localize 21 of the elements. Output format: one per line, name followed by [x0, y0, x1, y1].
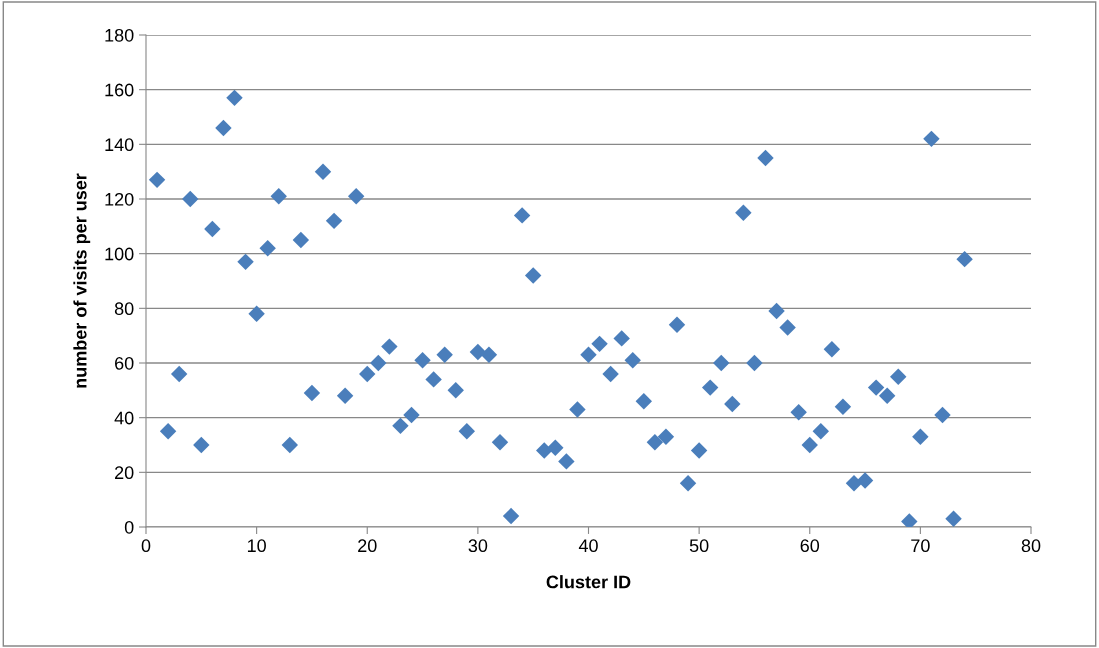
y-tick-label: 180	[105, 28, 134, 42]
x-tick-label: 0	[141, 539, 151, 553]
y-tick-label: 40	[114, 411, 134, 425]
x-tick-label: 30	[468, 539, 488, 553]
y-tick-label: 0	[124, 520, 134, 534]
x-axis-title: Cluster ID	[546, 575, 631, 589]
x-tick-label: 40	[578, 539, 598, 553]
x-tick-label: 70	[911, 539, 930, 553]
y-tick-label: 60	[115, 356, 134, 370]
x-tick-label: 20	[358, 539, 377, 553]
y-tick-label: 100	[105, 247, 134, 261]
y-tick-label: 20	[115, 466, 134, 480]
y-tick-label: 120	[105, 192, 134, 206]
y-tick-label: 160	[105, 83, 134, 97]
x-tick-label: 50	[689, 539, 709, 553]
y-tick-label: 140	[105, 138, 134, 152]
x-tick-label: 80	[1021, 539, 1041, 553]
x-tick-label: 60	[800, 539, 820, 553]
y-tick-label: 80	[114, 302, 134, 316]
x-tick-label: 10	[247, 539, 266, 553]
y-axis-title: number of visits per user	[73, 173, 91, 388]
